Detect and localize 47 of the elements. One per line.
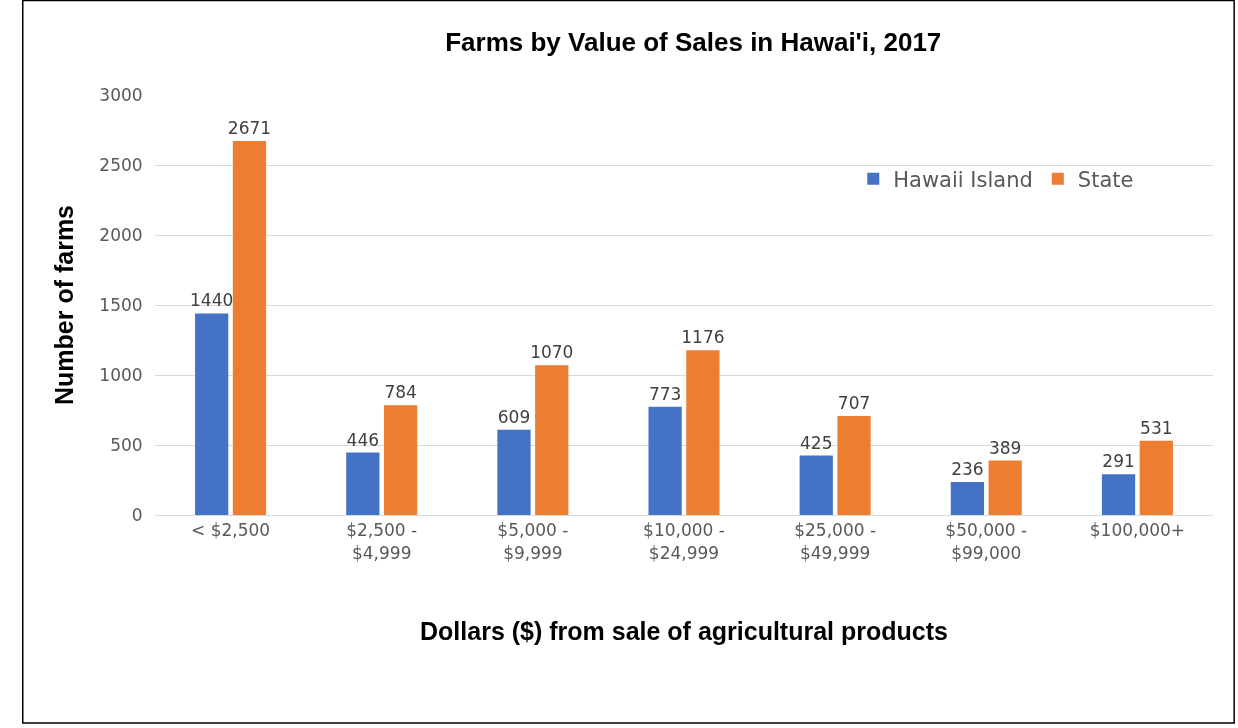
x-tick-label: $10,000 - $24,999 xyxy=(643,520,725,563)
data-label: 291 xyxy=(1102,451,1135,472)
x-tick-label: $5,000 - $9,999 xyxy=(497,520,569,563)
y-tick-label: 500 xyxy=(110,434,143,455)
bar xyxy=(799,455,833,515)
bar xyxy=(648,406,682,515)
chart-title: Farms by Value of Sales in Hawai'i, 2017 xyxy=(445,26,942,57)
legend-label: Hawaii Island xyxy=(893,167,1033,192)
data-label: 1440 xyxy=(190,290,234,311)
y-axis-title: Number of farms xyxy=(50,204,79,406)
y-tick-label: 2500 xyxy=(99,154,143,175)
bar xyxy=(195,313,229,515)
bar xyxy=(950,481,985,515)
y-tick-label: 1000 xyxy=(99,364,143,385)
x-tick-label: $25,000 - $49,999 xyxy=(794,520,877,563)
bar xyxy=(383,405,418,515)
legend-label: State xyxy=(1077,167,1134,192)
data-label: 1176 xyxy=(681,327,725,348)
y-tick-label: 1500 xyxy=(99,294,143,315)
bar xyxy=(497,429,531,515)
data-label: 707 xyxy=(837,393,871,414)
bar xyxy=(232,141,267,515)
data-label: 389 xyxy=(988,437,1022,458)
bar xyxy=(837,416,871,515)
x-tick-label: < $2,500 xyxy=(191,520,271,541)
data-label: 784 xyxy=(384,382,417,403)
x-axis-title: Dollars ($) from sale of agricultural products xyxy=(420,616,948,645)
data-label: 2671 xyxy=(227,118,272,139)
bar xyxy=(346,452,380,515)
bar xyxy=(1101,474,1136,515)
bar xyxy=(988,460,1022,515)
bar xyxy=(1139,440,1173,515)
x-tick-label: $2,500 - $4,999 xyxy=(346,520,418,563)
data-label: 425 xyxy=(800,432,833,453)
y-tick-label: 0 xyxy=(131,504,143,525)
data-label: 236 xyxy=(951,458,984,479)
y-tick-label: 2000 xyxy=(99,224,143,245)
data-label: 1070 xyxy=(530,342,574,363)
y-tick-label: 3000 xyxy=(99,84,143,105)
x-tick-label: $100,000+ xyxy=(1089,520,1186,541)
data-label: 446 xyxy=(346,429,380,450)
bar xyxy=(686,350,720,515)
data-label: 773 xyxy=(648,383,682,404)
data-label: 531 xyxy=(1140,417,1173,438)
data-label: 609 xyxy=(497,406,531,427)
x-tick-label: $50,000 - $99,000 xyxy=(945,520,1028,563)
bar xyxy=(535,365,569,515)
